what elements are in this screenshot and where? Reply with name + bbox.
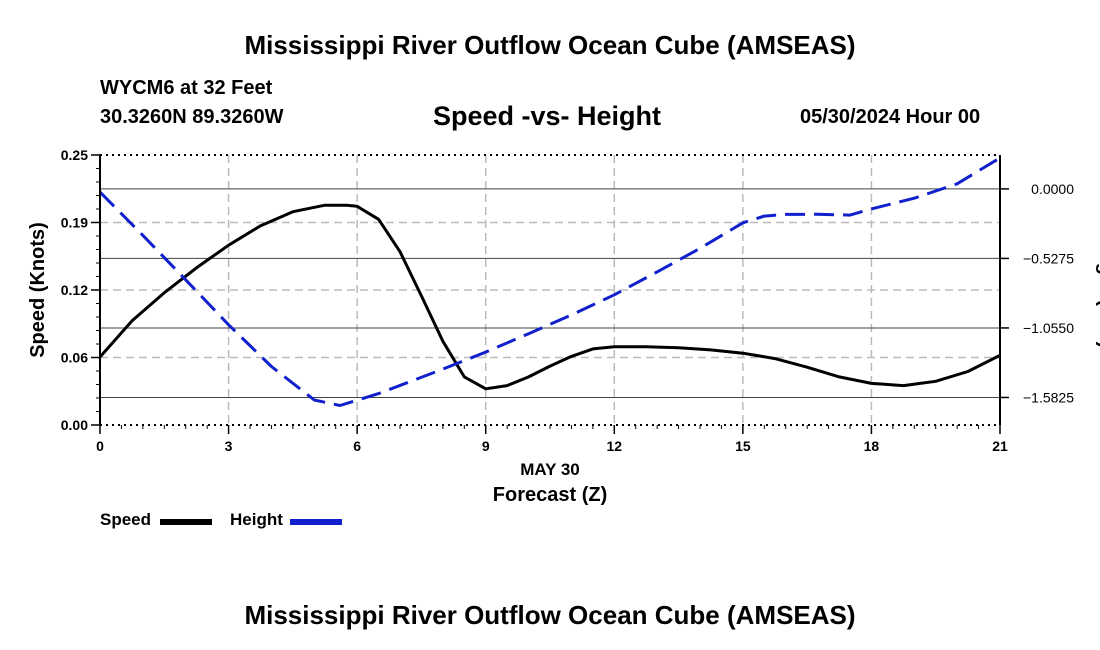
y-tick-label: 0.06 — [61, 350, 88, 366]
x-axis-title: Forecast (Z) — [493, 484, 607, 506]
height-reference-lines — [100, 188, 1000, 398]
legend-height-swatch — [290, 519, 342, 525]
next-chart-title: Mississippi River Outflow Ocean Cube (AM… — [244, 600, 856, 630]
y2-axis-title: Height (feet) — [1095, 232, 1100, 349]
y2-tick-label: 0.0000 — [1031, 181, 1074, 197]
grid-lines — [100, 155, 1000, 425]
station-label: WYCM6 at 32 Feet — [100, 77, 273, 99]
chart-subtitle: Speed -vs- Height — [433, 101, 662, 131]
x-tick-label: 18 — [864, 438, 880, 454]
x-tick-label: 0 — [96, 438, 104, 454]
x-tick-label: 12 — [606, 438, 622, 454]
y-tick-label: 0.19 — [61, 215, 88, 231]
forecast-datetime: 05/30/2024 Hour 00 — [800, 106, 981, 128]
y-axis-title: Speed (Knots) — [27, 222, 49, 358]
y-tick-label: 0.00 — [61, 417, 88, 433]
x-axis-date-label: MAY 30 — [520, 460, 580, 479]
height-series-line — [98, 156, 1001, 407]
y2-tick-label: −1.5825 — [1023, 389, 1074, 405]
series-layer — [98, 156, 1001, 407]
legend-height-label: Height — [230, 510, 283, 529]
x-tick-label: 9 — [482, 438, 490, 454]
y2-tick-label: −0.5275 — [1023, 250, 1074, 266]
axes — [91, 154, 1009, 434]
x-tick-label: 15 — [735, 438, 751, 454]
x-tick-label: 3 — [225, 438, 233, 454]
coordinates-label: 30.3260N 89.3260W — [100, 106, 284, 128]
chart-title: Mississippi River Outflow Ocean Cube (AM… — [244, 30, 856, 60]
y-tick-label: 0.25 — [61, 147, 88, 163]
speed-series-line — [98, 203, 1001, 391]
y-tick-label: 0.12 — [61, 282, 88, 298]
tick-labels: 0.00 0.06 0.12 0.19 0.25 0 3 6 9 12 15 18 21 0.0000 −0… — [27, 147, 1100, 506]
legend-speed-label: Speed — [100, 510, 152, 529]
x-tick-label: 6 — [353, 438, 361, 454]
legend-speed-swatch — [160, 519, 212, 525]
x-tick-label: 21 — [992, 438, 1008, 454]
y2-tick-label: −1.0550 — [1023, 320, 1074, 336]
